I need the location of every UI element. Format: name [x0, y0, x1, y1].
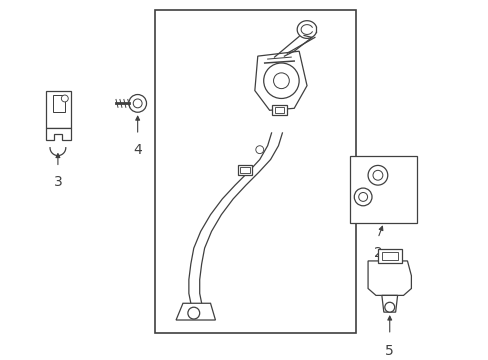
Text: 2: 2 — [373, 246, 382, 260]
Polygon shape — [176, 303, 215, 320]
Circle shape — [255, 146, 263, 154]
Polygon shape — [381, 296, 397, 312]
Circle shape — [61, 95, 68, 102]
Polygon shape — [367, 261, 410, 296]
Circle shape — [367, 165, 387, 185]
Circle shape — [133, 99, 142, 108]
Text: 3: 3 — [53, 175, 62, 189]
Bar — [53, 95, 65, 112]
Text: 4: 4 — [133, 143, 142, 157]
Text: 1: 1 — [400, 158, 408, 172]
Circle shape — [263, 63, 299, 99]
Circle shape — [372, 170, 382, 180]
Bar — [238, 165, 251, 175]
Bar — [240, 167, 249, 173]
Polygon shape — [254, 51, 306, 110]
Circle shape — [358, 193, 367, 201]
Bar — [381, 252, 397, 260]
Bar — [271, 105, 287, 115]
Circle shape — [128, 95, 146, 112]
Circle shape — [384, 302, 394, 312]
Bar — [349, 156, 416, 222]
Text: 5: 5 — [385, 344, 393, 357]
Polygon shape — [46, 128, 71, 140]
Bar — [377, 249, 401, 263]
Bar — [46, 91, 71, 128]
Bar — [155, 10, 356, 333]
Circle shape — [354, 188, 371, 206]
Circle shape — [187, 307, 199, 319]
Bar — [274, 107, 284, 113]
Circle shape — [273, 73, 289, 89]
